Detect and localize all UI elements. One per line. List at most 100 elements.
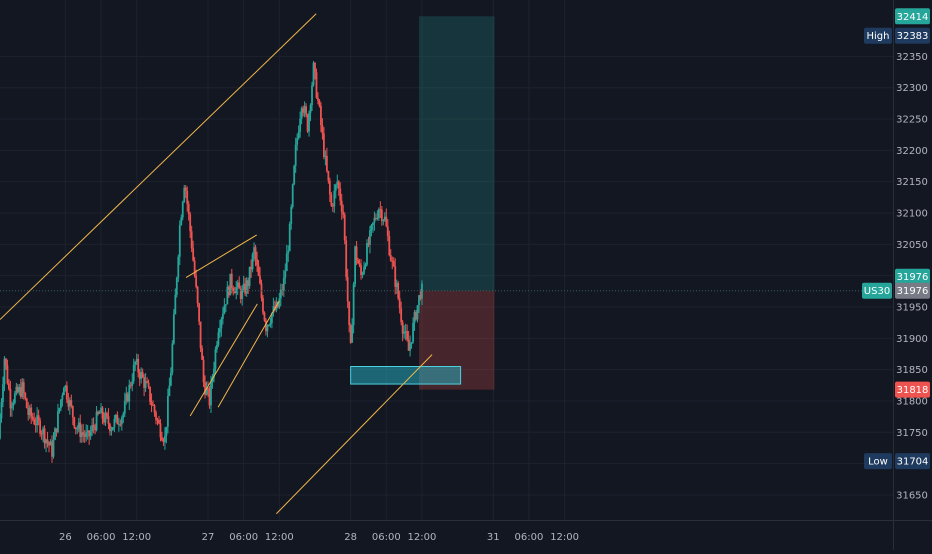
candle-body [43,428,46,444]
trendline[interactable] [276,354,433,515]
candle-body [156,419,159,421]
candle-body [83,434,86,437]
candle-body [138,372,141,379]
candle-body [379,209,382,211]
low-price-badge [895,453,930,470]
low-price-value: 31704 [897,457,929,468]
price-tick-label: 32350 [896,52,928,63]
candle-body [34,424,37,426]
candle-body [398,298,401,309]
price-tick-label: 31750 [896,428,928,439]
candle-body [82,432,85,435]
candle-body [27,408,30,415]
candle-body [37,415,40,421]
candle-body [324,155,327,157]
candle-body [155,412,157,420]
candle-body [279,289,282,299]
high-price-badge [895,27,930,44]
high-price-value: 32383 [897,31,929,42]
position-tool[interactable] [418,16,495,390]
candle-body [73,417,76,428]
candle-body [221,313,224,319]
low-side-label: Low [868,457,888,468]
candle-body [120,417,123,425]
candle-body [305,106,307,115]
candle-body [174,294,177,315]
candle-body [112,427,114,431]
candle-body [199,321,202,349]
candle-body [159,423,162,438]
candle-body [6,365,9,384]
stop-price-badge [895,381,930,398]
candle-body [361,273,364,275]
candle-body [291,184,294,207]
candle-body [149,386,151,403]
price-tick-label: 32100 [896,209,928,220]
candle-body [184,187,187,191]
candle-body [210,381,212,406]
demand-zone[interactable] [350,366,462,385]
candle-body [101,407,104,419]
trendlines[interactable] [0,13,433,515]
candle-body [259,275,261,284]
profit-zone[interactable] [418,16,495,291]
candle-body [284,271,287,278]
candle-body [250,266,252,270]
time-tick-label: 06:00 [87,532,116,543]
symbol-price-badge [895,268,930,285]
candle-body [223,305,226,314]
trendline[interactable] [189,303,258,417]
time-tick-label: 27 [202,532,215,543]
candle-body [268,324,270,326]
candle-body [383,216,386,221]
candle-body [232,287,235,292]
candle-body [9,389,12,409]
candle-body [256,258,258,266]
candle-body [144,381,147,389]
current-price-value: 31976 [897,286,929,297]
candle-body [177,256,180,278]
candle-body [77,422,80,429]
candle-body [272,306,275,314]
candle-body [314,62,316,73]
candle-body [30,407,33,417]
candle-body [288,223,291,251]
candle-body [24,393,27,399]
candle-body [119,424,122,426]
candle-body [134,361,137,365]
candle-body [67,399,70,407]
trendline[interactable] [0,13,317,320]
candle-body [254,247,257,259]
candle-body [303,106,306,113]
candle-body [58,408,61,412]
stop-price-value: 31818 [897,385,929,396]
candle-body [140,371,143,379]
candle-body [348,301,351,326]
price-tick-label: 32250 [896,115,928,126]
candle-body [358,263,361,266]
candle-body [370,225,373,231]
candle-body [181,201,184,218]
loss-zone[interactable] [418,290,495,390]
symbol-side-label: US30 [864,286,890,297]
candle-body [106,413,108,416]
candle-body [36,415,39,426]
candle-body [233,291,236,294]
price-tick-label: 32050 [896,240,928,251]
candle-body [202,359,205,383]
trendline[interactable] [185,234,258,278]
price-tick-label: 32200 [896,146,928,157]
candle-body [143,377,146,389]
time-tick-label: 31 [487,532,500,543]
trendline[interactable] [217,300,280,408]
price-tick-label: 31800 [896,396,928,407]
candle-body [137,358,140,373]
candle-body [369,230,371,245]
zone-rectangle[interactable] [350,366,462,385]
candle-body [263,312,266,321]
candle-body [208,388,211,406]
candle-body [86,430,89,433]
